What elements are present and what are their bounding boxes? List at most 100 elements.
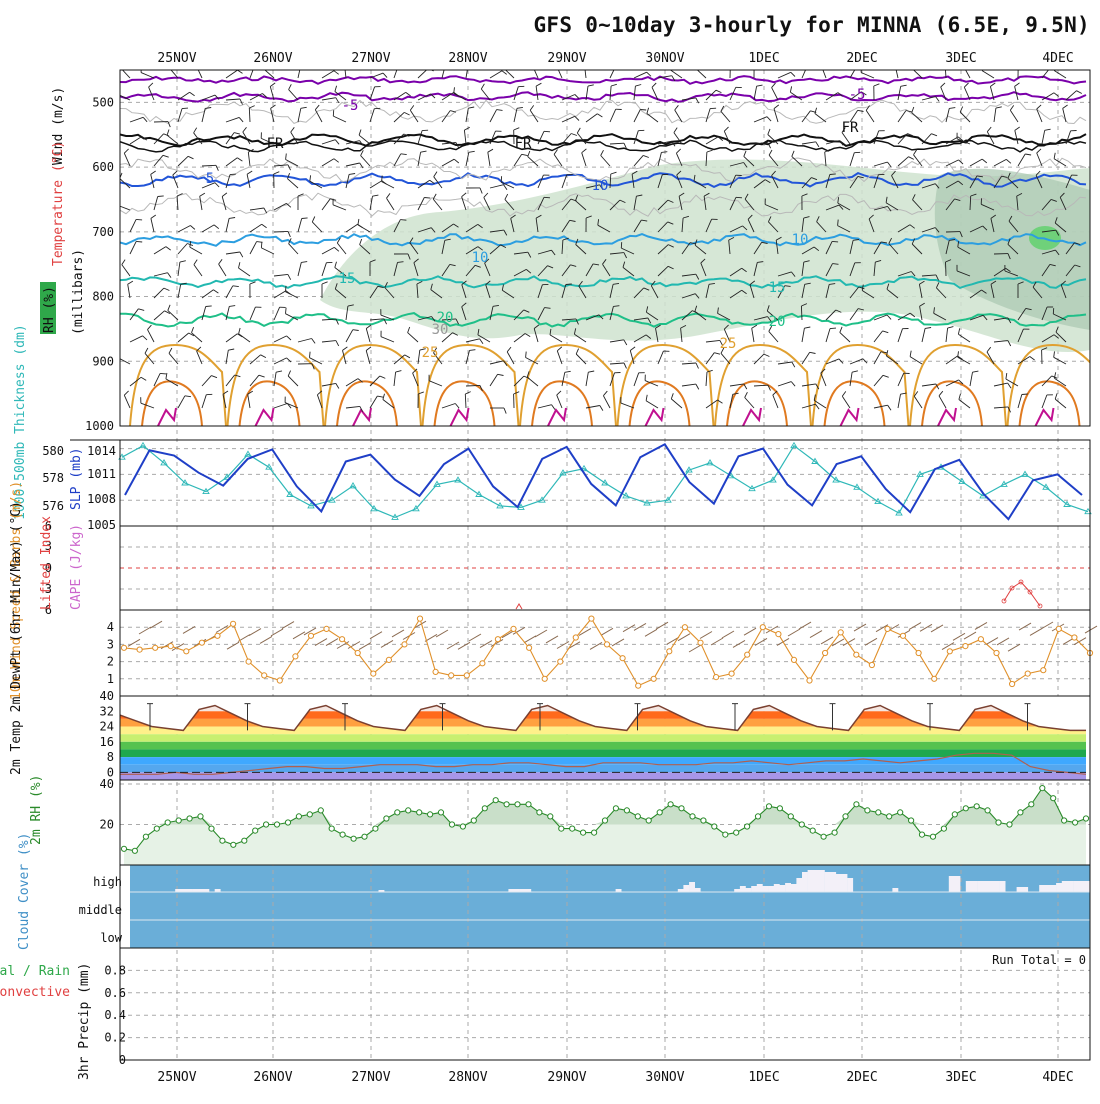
rh2m-point: [963, 806, 968, 811]
wind-barb-feather: [424, 198, 430, 199]
cloud-bar-high: [847, 878, 853, 892]
wind-barb-feather: [274, 172, 280, 174]
rh2m-point: [537, 810, 542, 815]
wind-barb-feather: [310, 352, 311, 358]
rh2m-tick: 20: [100, 818, 114, 832]
wind-barb: [647, 114, 658, 123]
wind-barb: [178, 396, 185, 408]
rh2m-point: [340, 832, 345, 837]
wind-barb: [418, 350, 420, 364]
isotherm-35: [743, 408, 761, 426]
date-label-bottom: 4DEC: [1042, 1070, 1073, 1085]
wind-barb-feather: [652, 83, 656, 87]
wind-barb-feather: [707, 150, 713, 152]
wind-barb-feather: [883, 375, 889, 377]
isotherm-label: 10: [472, 250, 489, 266]
wind10m-point: [495, 637, 500, 642]
wind-barb-feather: [909, 157, 914, 160]
wind-barb: [274, 404, 287, 409]
wind-barb-feather: [895, 61, 900, 64]
wind10m-tick: 4: [107, 620, 114, 634]
wind-barb: [778, 382, 791, 386]
wind-barb: [1042, 130, 1045, 144]
wind-barb-feather: [526, 352, 527, 358]
wind10m-point: [698, 640, 703, 645]
cloud-bar-high: [774, 884, 780, 892]
cloud-bar-high: [683, 885, 689, 892]
cloud-bar-high: [1073, 881, 1079, 892]
wind-barb: [370, 181, 382, 188]
cloud-bar-high: [892, 888, 898, 892]
cloud-bar-high: [842, 874, 848, 892]
rh2m-point: [395, 810, 400, 815]
wind-barb: [226, 218, 229, 232]
wind-barb-feather: [504, 408, 506, 414]
rh2m-point: [176, 818, 181, 823]
wind-barb-feather: [792, 151, 794, 157]
wind-barb: [202, 225, 214, 232]
temp-color-band: [120, 742, 1086, 750]
wind-barb-feather: [180, 261, 186, 262]
wind-barb: [141, 403, 154, 408]
temp2m-tick: 16: [100, 735, 114, 749]
wind10m-point: [776, 632, 781, 637]
upper-air-panel: [117, 61, 1100, 426]
pressure-tick: 700: [92, 225, 114, 239]
wind-barb: [850, 372, 852, 386]
wind10m-barb: [392, 630, 404, 637]
wind-barb-feather: [768, 129, 770, 135]
rh2m-point: [242, 838, 247, 843]
date-label-top: 25NOV: [157, 51, 196, 66]
wind10m-point: [355, 650, 360, 655]
wind-barb-feather: [505, 194, 508, 199]
wind-barb-feather: [575, 116, 579, 120]
cloud-bar-high: [977, 881, 983, 892]
wind-barb-feather: [287, 336, 291, 340]
wind-barb-feather: [959, 394, 961, 400]
wind-barb: [226, 99, 240, 100]
wind-barb: [634, 131, 638, 144]
wind-barb: [202, 395, 206, 408]
pressure-axis-label: (millibars): [71, 249, 86, 335]
rh2m-point: [1018, 810, 1023, 815]
wind-barb: [429, 381, 442, 386]
wind-barb: [772, 88, 778, 100]
wind10m-barb: [1030, 628, 1042, 635]
wind-barb: [190, 247, 202, 254]
cloud-bar-high: [1079, 881, 1085, 892]
wind-barb-feather: [335, 262, 337, 268]
wind10m-point: [589, 616, 594, 621]
wind-barb: [576, 354, 586, 364]
wind-barb-feather: [188, 156, 193, 159]
wind-barb-feather: [291, 127, 295, 132]
wind-barb-feather: [286, 308, 287, 314]
wind-barb: [178, 156, 188, 166]
wind-barb: [466, 339, 480, 342]
isotherm-35: [938, 408, 956, 426]
wind-barb: [910, 357, 922, 364]
wind-barb: [754, 117, 767, 122]
rh2m-point: [384, 816, 389, 821]
wind-barb-feather: [675, 105, 679, 110]
wind10m-point: [433, 669, 438, 674]
wind-barb: [514, 154, 522, 166]
rh2m-point: [788, 814, 793, 819]
rh2m-point: [624, 808, 629, 813]
rh2m-point: [821, 834, 826, 839]
precip-tick: 0.4: [104, 1008, 126, 1022]
slp-tick: 1008: [87, 492, 116, 506]
wind10m-point: [293, 654, 298, 659]
wind10m-point: [480, 661, 485, 666]
rh2m-point: [428, 812, 433, 817]
wind-barb: [507, 352, 514, 364]
wind-barb: [337, 243, 346, 254]
wind-barb: [250, 65, 255, 78]
wind10m-point: [838, 630, 843, 635]
wind-barb-feather: [769, 150, 772, 155]
wind-barb-feather: [233, 286, 239, 287]
wind-barb: [1018, 395, 1022, 409]
wind-barb-feather: [121, 62, 124, 67]
wind10m-barb: [920, 624, 932, 631]
wind-barb: [358, 225, 370, 232]
wind-barb: [465, 394, 466, 408]
